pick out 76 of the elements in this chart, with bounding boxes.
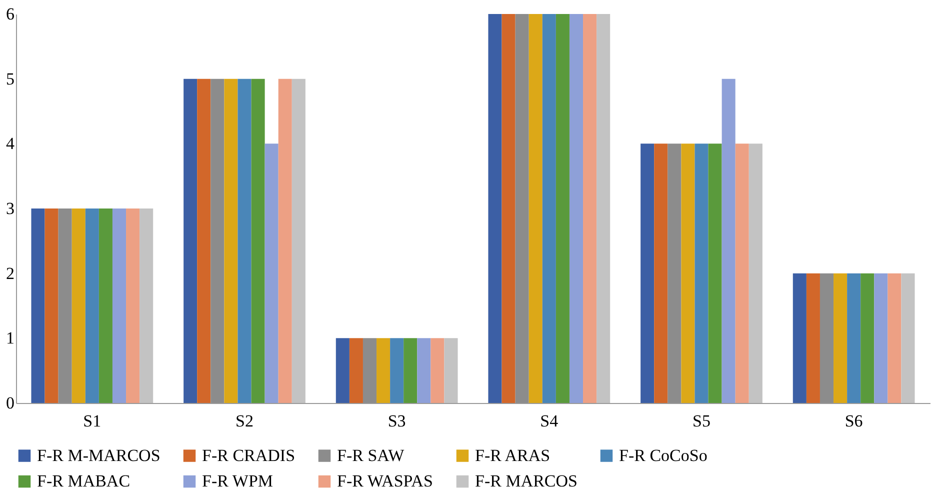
bar [502, 14, 516, 403]
x-tick-label: S4 [540, 412, 559, 430]
bar [85, 208, 99, 403]
bar [278, 78, 292, 403]
bar [126, 208, 140, 403]
bar [98, 208, 112, 403]
bar [292, 78, 306, 403]
bar [860, 273, 874, 403]
legend-label: F-R MABAC [37, 472, 130, 490]
legend-label: F-R WASPAS [337, 472, 433, 490]
bar [362, 338, 377, 403]
bar [556, 14, 570, 403]
bar [31, 208, 45, 403]
y-tick-label: 1 [6, 328, 14, 348]
x-tick-label: S6 [844, 412, 863, 430]
bar [640, 144, 654, 403]
y-tick-label: 2 [6, 264, 14, 283]
bar [336, 338, 350, 403]
bar [404, 338, 418, 403]
y-tick-label: 6 [6, 4, 14, 24]
legend-label: F-R CRADIS [202, 446, 296, 465]
x-tick-label: S3 [388, 412, 406, 430]
x-tick-label: S2 [236, 412, 254, 430]
bar [748, 144, 762, 403]
bar [264, 144, 278, 403]
legend-label: F-R WPM [202, 472, 274, 490]
bar [806, 273, 820, 403]
bar [596, 14, 610, 403]
bar [44, 208, 58, 403]
bar [528, 14, 542, 403]
bar [722, 78, 736, 403]
bar [515, 14, 529, 403]
bar [694, 144, 708, 403]
x-tick-label: S5 [692, 412, 710, 430]
bar [708, 144, 722, 403]
bar [444, 338, 458, 403]
bar [583, 14, 597, 403]
x-tick-label: S1 [83, 412, 102, 430]
bar [238, 78, 252, 403]
y-tick-label: 5 [6, 69, 14, 88]
bar [430, 338, 444, 403]
legend-label: F-R MARCOS [475, 472, 578, 490]
bar [488, 14, 502, 403]
bar [847, 273, 861, 403]
bar [668, 144, 682, 403]
bar [376, 338, 390, 403]
bar [792, 273, 806, 403]
bar [569, 14, 584, 403]
bar [874, 273, 888, 403]
bar [820, 273, 834, 403]
bar [251, 78, 265, 403]
bar [542, 14, 556, 403]
bar [901, 273, 915, 403]
bar [888, 273, 902, 403]
bar [681, 144, 695, 403]
legend-label: F-R ARAS [475, 446, 550, 465]
bar [417, 338, 431, 403]
bar [834, 273, 848, 403]
bar [112, 208, 126, 403]
bar [224, 78, 238, 403]
bar [390, 338, 404, 403]
bar [184, 78, 198, 403]
bar [654, 144, 668, 403]
bar [140, 208, 154, 403]
bar [735, 144, 749, 403]
legend-label: F-R SAW [337, 446, 406, 465]
bar [210, 78, 224, 403]
bar [197, 78, 211, 403]
bar [349, 338, 363, 403]
legend-label: F-R M-MARCOS [37, 446, 160, 465]
y-tick-label: 4 [6, 134, 15, 154]
legend-label: F-R CoCoSo [619, 446, 708, 465]
y-tick-label: 3 [6, 199, 14, 218]
y-tick-label: 0 [6, 394, 14, 412]
bar [58, 208, 72, 403]
bar [72, 208, 86, 403]
